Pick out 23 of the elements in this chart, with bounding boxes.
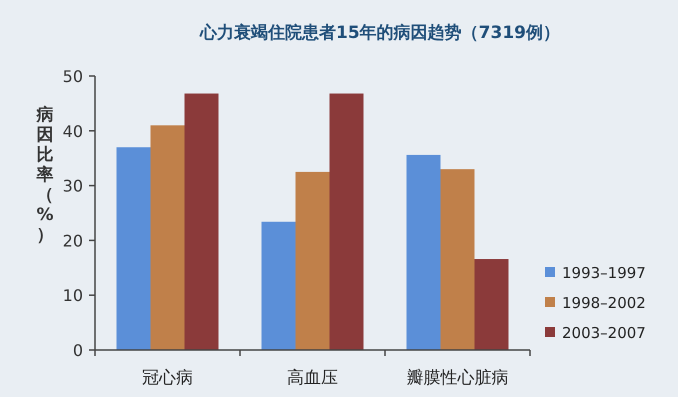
x-tick-label: 瓣膜性心脏病 [406,368,508,388]
bar [184,94,218,350]
bar [262,222,296,350]
bar [296,172,330,350]
chart-title: 心力衰竭住院患者15年的病因趋势（7319例） [199,23,560,43]
bar [150,125,184,350]
y-tick-label: 10 [62,286,83,306]
x-tick-label: 冠心病 [142,368,193,388]
y-axis-title: 病因比率（%） [36,105,54,245]
x-tick-label: 高血压 [287,368,338,388]
y-tick-label: 0 [72,341,83,360]
legend-label: 1993–1997 [562,264,646,282]
bar [406,154,440,350]
legend-label: 2003–2007 [562,324,646,342]
legend-label: 1998–2002 [562,294,646,312]
bar [440,169,474,350]
bar [116,147,150,350]
bar [474,259,508,350]
y-tick-label: 50 [62,67,83,86]
bar [330,94,364,350]
y-tick-label: 30 [62,176,83,196]
y-tick-label: 40 [62,122,83,141]
y-tick-label: 20 [62,231,83,250]
